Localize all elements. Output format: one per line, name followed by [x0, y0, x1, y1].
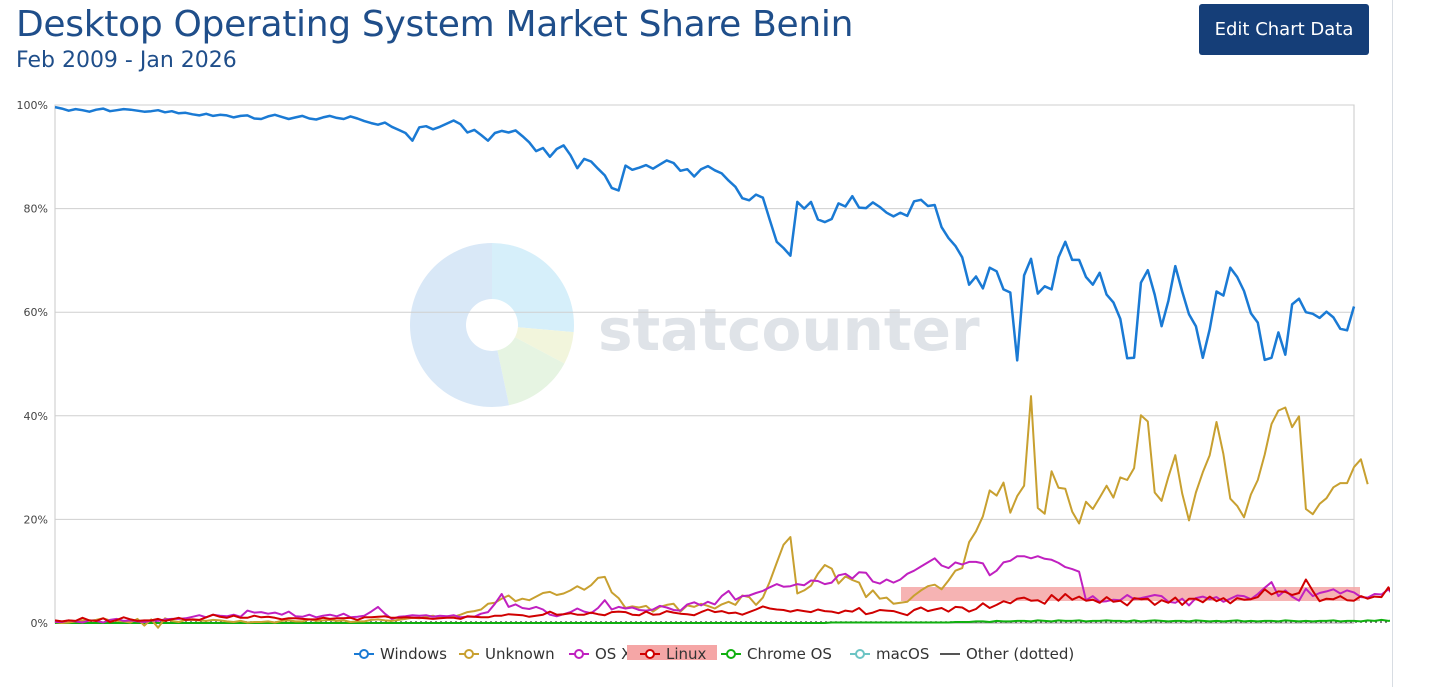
- statcounter-watermark: statcounter: [410, 242, 980, 407]
- legend-marker: [464, 649, 474, 659]
- legend-marker: [855, 649, 865, 659]
- watermark-slice: [497, 337, 565, 406]
- legend-marker: [359, 649, 369, 659]
- legend-label: Unknown: [485, 645, 555, 663]
- page-title: Desktop Operating System Market Share Be…: [16, 4, 854, 45]
- chart-legend: Windows Unknown OS X Linux Chrome OS macOS Oth…: [354, 645, 1074, 663]
- date-range-subtitle: Feb 2009 - Jan 2026: [16, 48, 237, 73]
- watermark-text: statcounter: [598, 296, 980, 364]
- legend-item-windows[interactable]: Windows: [354, 645, 447, 663]
- legend-item-os-x[interactable]: OS X: [569, 645, 631, 663]
- y-tick-label: 40%: [24, 410, 48, 423]
- legend-item-unknown[interactable]: Unknown: [459, 645, 555, 663]
- watermark-slice: [492, 243, 574, 333]
- edit-chart-data-button[interactable]: Edit Chart Data: [1199, 4, 1369, 55]
- legend-marker: [645, 649, 655, 659]
- series-line-chrome-os: [55, 618, 1390, 624]
- legend-label: macOS: [876, 645, 929, 663]
- y-tick-label: 100%: [17, 99, 48, 112]
- chart-series: [54, 105, 1390, 629]
- y-tick-label: 0%: [31, 617, 48, 630]
- legend-label: OS X: [595, 645, 631, 663]
- watermark-slice: [410, 242, 510, 407]
- legend-marker: [574, 649, 584, 659]
- watermark-slice: [514, 327, 574, 364]
- legend-item-macos[interactable]: macOS: [850, 645, 929, 663]
- y-tick-label: 20%: [24, 513, 48, 526]
- legend-label: Linux: [666, 645, 707, 663]
- series-line-os-x: [55, 555, 1390, 624]
- line-chart: statcounter 0% 20% 40% 60% 80% 100% Windows Un…: [17, 99, 1390, 663]
- legend-item-other-dotted[interactable]: Other (dotted): [940, 645, 1074, 663]
- legend-label: Chrome OS: [747, 645, 832, 663]
- legend-label: Other (dotted): [966, 645, 1074, 663]
- series-line-unknown: [54, 395, 1369, 629]
- y-tick-label: 60%: [24, 306, 48, 319]
- legend-marker: [726, 649, 736, 659]
- plot-area: [54, 104, 1355, 624]
- legend-item-linux[interactable]: Linux: [627, 645, 717, 663]
- chart-grid: 0% 20% 40% 60% 80% 100%: [17, 99, 1355, 630]
- series-line-windows: [54, 105, 1356, 362]
- panel-divider: [1392, 0, 1393, 687]
- legend-item-chrome-os[interactable]: Chrome OS: [721, 645, 832, 663]
- legend-label: Windows: [380, 645, 447, 663]
- y-tick-label: 80%: [24, 203, 48, 216]
- series-line-linux: [54, 578, 1390, 623]
